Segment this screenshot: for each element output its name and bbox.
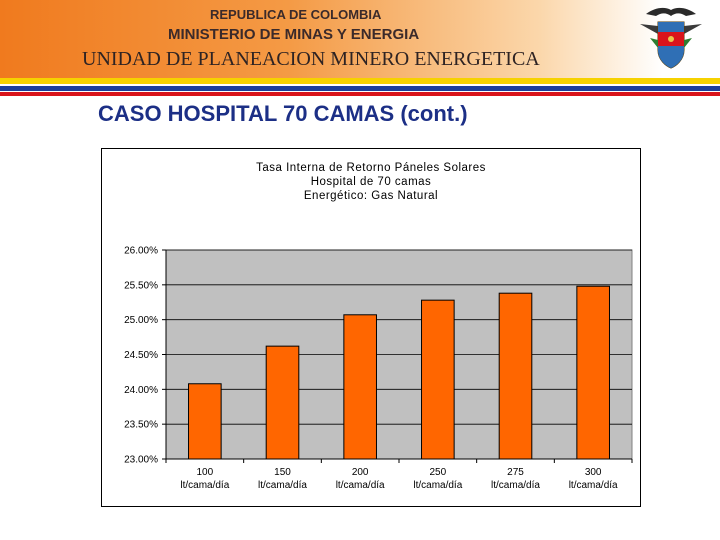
bar <box>576 285 610 460</box>
bar <box>498 292 533 460</box>
header-ministry: MINISTERIO DE MINAS Y ENERGIA <box>168 26 420 43</box>
x-tick-label: 250 <box>429 467 446 478</box>
colombia-coat-of-arms-icon <box>640 7 702 69</box>
header-banner <box>0 0 720 78</box>
chart-title-line-1: Tasa Interna de Retorno Páneles Solares <box>256 162 486 174</box>
chart-title-line-3: Energético: Gas Natural <box>303 190 439 202</box>
x-tick-label-unit: lt/cama/día <box>569 480 618 491</box>
bar <box>265 345 300 460</box>
header-unit: UNIDAD DE PLANEACION MINERO ENERGETICA <box>82 48 540 70</box>
x-tick-label-unit: lt/cama/día <box>413 480 462 491</box>
y-tick-label: 25.00% <box>124 315 158 326</box>
x-tick-label-unit: lt/cama/día <box>491 480 540 491</box>
y-tick-label: 26.00% <box>124 246 158 257</box>
x-tick-label: 150 <box>274 467 291 478</box>
bar <box>421 299 455 460</box>
slide-title: CASO HOSPITAL 70 CAMAS (cont.) <box>98 101 468 126</box>
y-tick-label: 23.50% <box>124 420 158 431</box>
x-tick-label: 300 <box>585 467 602 478</box>
y-tick-label: 24.50% <box>124 350 158 361</box>
y-tick-label: 23.00% <box>124 455 158 466</box>
header-country: REPUBLICA DE COLOMBIA <box>210 7 382 22</box>
flag-stripes <box>0 78 720 96</box>
x-tick-label: 275 <box>507 467 524 478</box>
x-tick-label-unit: lt/cama/día <box>336 480 385 491</box>
x-tick-label-unit: lt/cama/día <box>258 480 307 491</box>
chart-frame: Tasa Interna de Retorno Páneles Solares … <box>101 148 641 507</box>
bar <box>188 383 222 460</box>
bar-chart: 23.00% 23.50% 24.00% 24.50% 25.00% 25.50% 26.0… <box>124 246 633 491</box>
chart-title: Tasa Interna de Retorno Páneles Solares … <box>102 161 640 203</box>
x-tick-label: 200 <box>352 467 369 478</box>
bar <box>343 314 377 460</box>
chart-title-line-2: Hospital de 70 camas <box>310 176 432 188</box>
x-tick-label: 100 <box>196 467 213 478</box>
y-tick-label: 25.50% <box>124 280 158 291</box>
y-tick-label: 24.00% <box>124 385 158 396</box>
x-tick-label-unit: lt/cama/día <box>180 480 229 491</box>
